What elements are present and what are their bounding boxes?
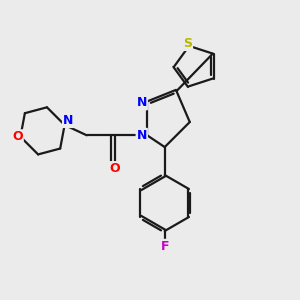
Text: N: N	[63, 114, 73, 127]
Text: N: N	[136, 96, 147, 110]
Text: S: S	[183, 37, 192, 50]
Text: F: F	[160, 240, 169, 253]
Text: N: N	[136, 129, 147, 142]
Text: O: O	[12, 130, 23, 143]
Text: O: O	[110, 162, 120, 175]
